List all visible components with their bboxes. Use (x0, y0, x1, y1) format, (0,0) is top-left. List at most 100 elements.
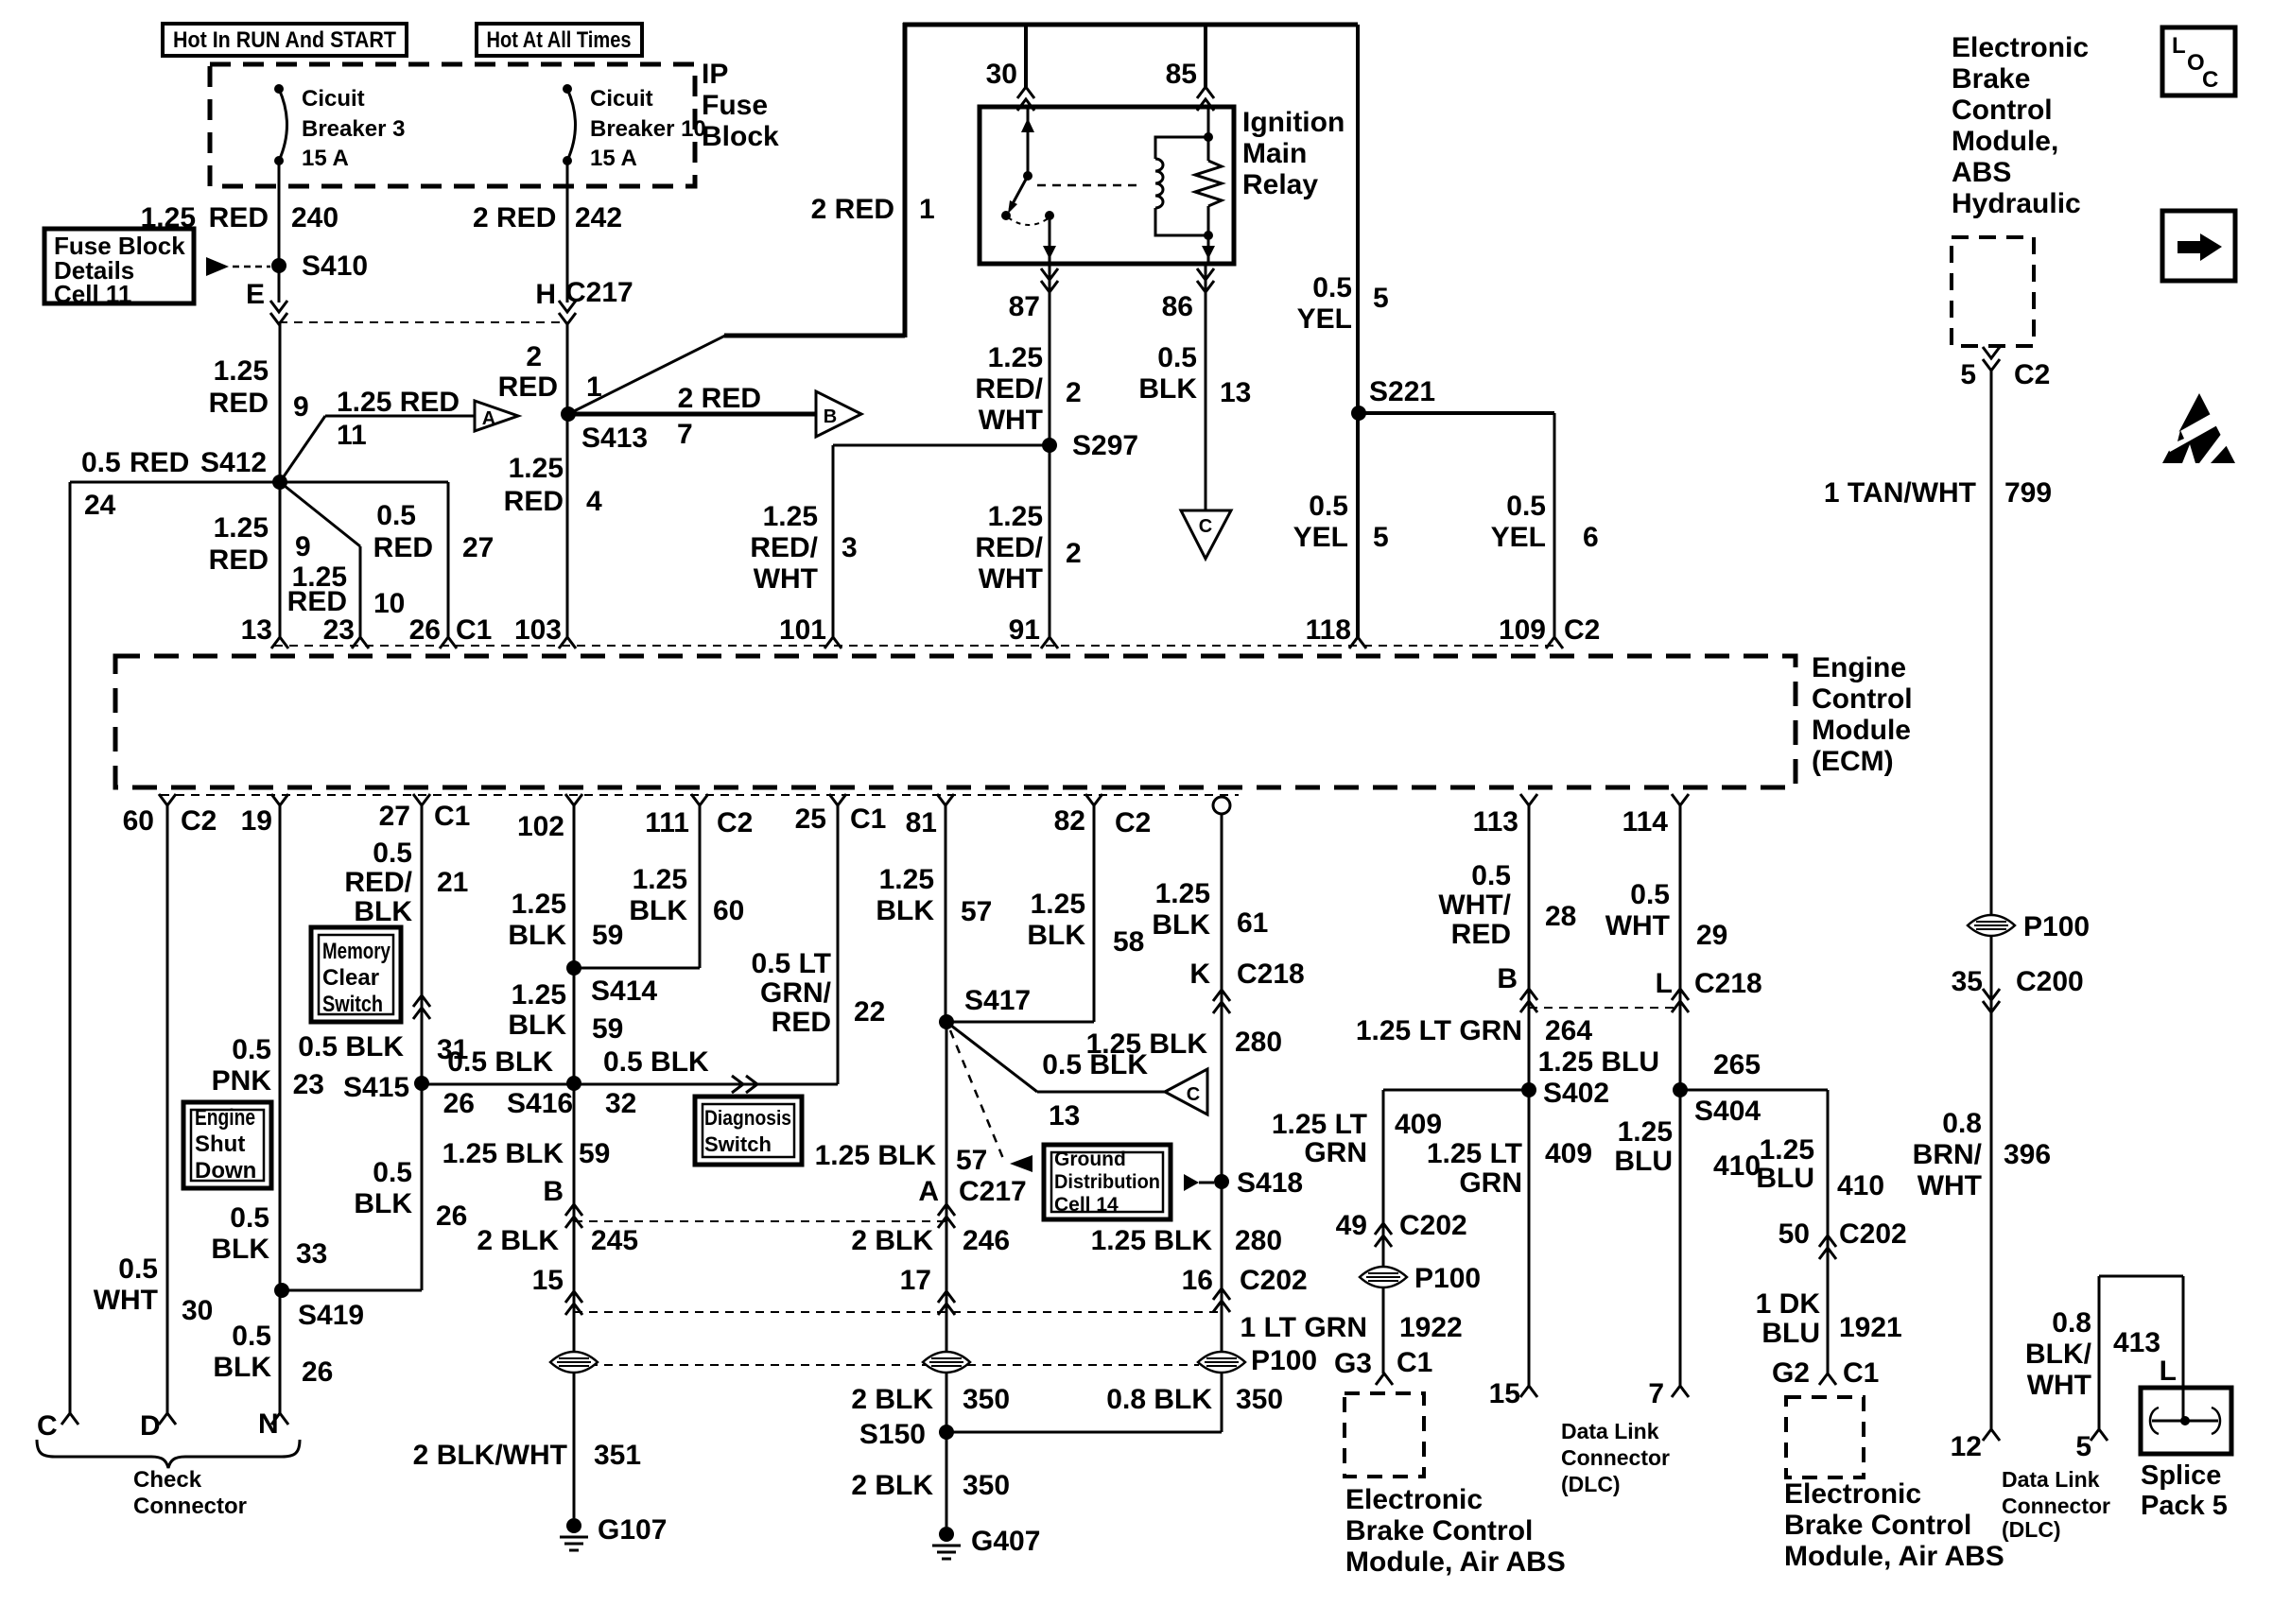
svg-text:16: 16 (1182, 1265, 1213, 1296)
svg-text:RED: RED (130, 447, 189, 478)
svg-text:Relay: Relay (1242, 169, 1318, 200)
svg-text:Fuse: Fuse (702, 90, 768, 121)
svg-text:23: 23 (293, 1069, 324, 1100)
svg-text:Switch: Switch (322, 992, 383, 1017)
svg-text:Electronic: Electronic (1345, 1484, 1483, 1515)
svg-text:Main: Main (1242, 138, 1307, 169)
svg-text:Shut: Shut (195, 1132, 245, 1157)
svg-text:245: 245 (591, 1225, 638, 1256)
svg-text:0.5 BLK: 0.5 BLK (603, 1046, 709, 1078)
svg-text:50: 50 (1778, 1218, 1810, 1250)
svg-text:0.5: 0.5 (1157, 342, 1197, 373)
svg-text:5: 5 (1373, 283, 1389, 314)
svg-text:IP: IP (702, 59, 728, 90)
svg-text:799: 799 (2004, 477, 2052, 509)
svg-text:27: 27 (379, 801, 410, 832)
svg-text:L: L (2172, 33, 2186, 59)
svg-text:C1: C1 (456, 614, 492, 646)
svg-text:G3: G3 (1334, 1348, 1372, 1379)
svg-text:24: 24 (84, 490, 116, 521)
svg-text:BLK: BLK (213, 1352, 271, 1383)
svg-text:5: 5 (1373, 522, 1389, 553)
svg-text:101: 101 (779, 614, 826, 646)
svg-text:G407: G407 (971, 1526, 1040, 1557)
svg-text:10: 10 (373, 588, 405, 619)
svg-text:Cell 11: Cell 11 (54, 280, 131, 308)
svg-text:BLK/: BLK/ (2025, 1339, 2092, 1370)
svg-text:1 TAN/WHT: 1 TAN/WHT (1824, 477, 1976, 509)
svg-text:11: 11 (337, 420, 367, 451)
svg-text:59: 59 (579, 1138, 610, 1169)
svg-text:BLK: BLK (1138, 373, 1197, 405)
svg-text:RED: RED (209, 388, 269, 419)
svg-text:35: 35 (1952, 966, 1983, 997)
svg-text:59: 59 (592, 1013, 623, 1045)
svg-text:BLK: BLK (354, 896, 412, 927)
svg-text:113: 113 (1473, 806, 1518, 838)
svg-text:1 DK: 1 DK (1756, 1288, 1821, 1320)
svg-text:S418: S418 (1237, 1167, 1303, 1199)
svg-text:1.25 RED: 1.25 RED (337, 387, 460, 418)
svg-text:1.25 BLU: 1.25 BLU (1538, 1046, 1659, 1078)
svg-text:32: 32 (605, 1088, 636, 1119)
svg-text:B: B (543, 1176, 564, 1207)
svg-text:265: 265 (1713, 1049, 1761, 1080)
svg-text:13: 13 (241, 614, 272, 646)
svg-text:1.25: 1.25 (633, 864, 687, 895)
svg-text:81: 81 (906, 807, 937, 838)
svg-text:Connector: Connector (2002, 1494, 2110, 1518)
svg-text:17: 17 (900, 1265, 931, 1296)
svg-text:30: 30 (182, 1295, 213, 1326)
svg-text:C218: C218 (1694, 968, 1762, 999)
svg-text:57: 57 (956, 1145, 987, 1176)
svg-text:0.8: 0.8 (2052, 1307, 2091, 1339)
svg-text:26: 26 (409, 614, 441, 646)
svg-text:82: 82 (1054, 805, 1085, 837)
svg-text:C202: C202 (1839, 1218, 1907, 1250)
svg-text:30: 30 (986, 59, 1017, 90)
svg-text:RED: RED (498, 371, 558, 403)
svg-text:A: A (482, 408, 495, 429)
svg-text:91: 91 (1009, 614, 1040, 646)
svg-text:Splice: Splice (2141, 1460, 2221, 1491)
svg-text:Data Link: Data Link (2002, 1467, 2100, 1492)
svg-text:26: 26 (443, 1088, 475, 1119)
svg-text:L: L (2160, 1356, 2177, 1387)
svg-text:6: 6 (1583, 522, 1599, 553)
svg-text:C217: C217 (959, 1176, 1027, 1207)
svg-text:Down: Down (195, 1158, 256, 1183)
svg-text:BLK: BLK (508, 1010, 566, 1041)
svg-text:C200: C200 (2016, 966, 2084, 997)
svg-text:Diagnosis: Diagnosis (704, 1106, 791, 1130)
svg-text:Module, Air ABS: Module, Air ABS (1345, 1546, 1566, 1578)
svg-text:0.5: 0.5 (81, 447, 121, 478)
svg-text:Breaker 10: Breaker 10 (590, 116, 706, 142)
svg-text:C2: C2 (1115, 807, 1151, 838)
svg-text:BLU: BLU (1761, 1318, 1820, 1349)
svg-text:RED: RED (1451, 919, 1511, 950)
svg-text:2 BLK: 2 BLK (851, 1225, 933, 1256)
svg-text:(DLC): (DLC) (1561, 1472, 1621, 1496)
svg-text:350: 350 (963, 1470, 1010, 1501)
svg-text:RED/: RED/ (975, 532, 1043, 563)
svg-text:102: 102 (517, 811, 564, 842)
svg-text:S416: S416 (507, 1088, 573, 1119)
svg-text:15 A: 15 A (302, 146, 349, 171)
svg-text:C202: C202 (1240, 1265, 1308, 1296)
svg-text:B: B (1497, 963, 1518, 994)
svg-text:S417: S417 (964, 985, 1031, 1016)
svg-text:Module,: Module, (1952, 126, 2058, 157)
svg-text:RED: RED (209, 544, 269, 576)
svg-text:23: 23 (323, 614, 355, 646)
svg-text:1.25 BLK: 1.25 BLK (1091, 1225, 1213, 1256)
svg-text:K: K (1189, 959, 1210, 990)
svg-text:Distribution: Distribution (1054, 1171, 1160, 1193)
svg-text:60: 60 (123, 805, 154, 837)
svg-text:ABS: ABS (1952, 157, 2011, 188)
svg-text:280: 280 (1235, 1027, 1282, 1058)
svg-text:C1: C1 (1843, 1357, 1879, 1389)
svg-text:YEL: YEL (1293, 522, 1348, 553)
svg-text:BLK: BLK (354, 1188, 412, 1219)
svg-text:BLK: BLK (1152, 909, 1210, 941)
svg-text:RED: RED (772, 1007, 831, 1038)
